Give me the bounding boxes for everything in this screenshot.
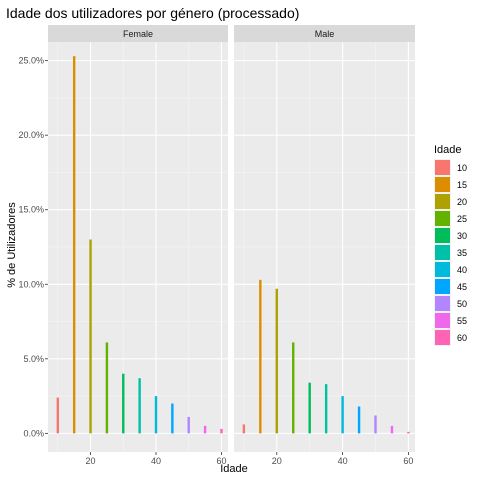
legend-item-40: 40 xyxy=(434,261,467,278)
bar-male-35 xyxy=(324,384,328,434)
y-axis-title: % de Utilizadores xyxy=(6,202,18,288)
chart-title: Idade dos utilizadores por género (proce… xyxy=(6,5,299,21)
legend-label: 30 xyxy=(457,231,467,241)
legend-label: 20 xyxy=(457,197,467,207)
legend-label: 55 xyxy=(457,316,467,326)
facet-strip xyxy=(48,25,228,42)
legend-label: 45 xyxy=(457,282,467,292)
y-axis: 0.0% 5.0% 10.0% 15.0% 20.0% 25.0% xyxy=(18,56,48,438)
bar-female-55 xyxy=(203,425,207,434)
x-tick-label: 20 xyxy=(86,456,96,466)
bar-female-35 xyxy=(138,378,141,434)
legend-item-60: 60 xyxy=(434,329,467,346)
bar-female-15 xyxy=(72,56,76,434)
bar-female-20 xyxy=(89,239,92,434)
x-tick-label: 40 xyxy=(338,456,348,466)
legend-item-20: 20 xyxy=(434,193,467,210)
facet-panel-female: Female 20 40 60 xyxy=(48,25,228,466)
legend-label: 10 xyxy=(457,163,467,173)
bar-male-40 xyxy=(341,396,344,434)
y-tick-label: 15.0% xyxy=(18,205,44,215)
legend-label: 35 xyxy=(457,248,467,258)
x-tick-label: 40 xyxy=(151,456,161,466)
legend-swatch xyxy=(435,211,450,226)
legend-item-10: 10 xyxy=(434,159,467,176)
y-tick-label: 5.0% xyxy=(23,354,44,364)
facet-strip-label: Female xyxy=(123,29,153,39)
legend-label: 50 xyxy=(457,299,467,309)
facet-panel-male: Male 20 40 60 xyxy=(234,25,415,466)
y-tick-label: 25.0% xyxy=(18,56,44,66)
bar-male-15 xyxy=(259,279,262,434)
x-tick-label: 20 xyxy=(272,456,282,466)
legend-label: 40 xyxy=(457,265,467,275)
legend-swatch xyxy=(435,313,450,328)
legend-item-45: 45 xyxy=(434,278,467,295)
y-tick-label: 10.0% xyxy=(18,279,44,289)
bar-male-45 xyxy=(357,406,361,434)
legend-swatch xyxy=(435,296,450,311)
legend-item-55: 55 xyxy=(434,312,467,329)
legend-swatch xyxy=(435,245,450,260)
legend-swatch xyxy=(435,228,450,243)
bar-female-40 xyxy=(154,396,158,434)
bar-female-30 xyxy=(122,373,125,434)
bar-female-60 xyxy=(220,428,223,434)
legend-label: 15 xyxy=(457,180,467,190)
bar-female-45 xyxy=(171,403,174,434)
bar-male-10 xyxy=(242,424,246,434)
legend-swatch xyxy=(435,262,450,277)
legend-label: 60 xyxy=(457,333,467,343)
bar-male-50 xyxy=(374,415,377,434)
legend-item-25: 25 xyxy=(434,210,467,227)
facet-panels: Female 20 40 60 Male 20 40 60 xyxy=(48,25,415,466)
bar-female-10 xyxy=(56,397,60,434)
bar-male-20 xyxy=(275,288,278,434)
legend-swatch xyxy=(435,194,450,209)
facet-strip xyxy=(234,25,415,42)
bar-male-55 xyxy=(390,425,394,434)
legend-item-30: 30 xyxy=(434,227,467,244)
bar-male-30 xyxy=(308,382,311,434)
x-tick-label: 60 xyxy=(216,456,226,466)
legend: Idade 10 15 20 25 30 35 40 45 50 55 60 xyxy=(434,144,467,346)
legend-label: 25 xyxy=(457,214,467,224)
bar-male-60 xyxy=(407,431,410,434)
legend-item-50: 50 xyxy=(434,295,467,312)
y-tick-label: 0.0% xyxy=(23,428,44,438)
legend-item-15: 15 xyxy=(434,176,467,193)
legend-item-35: 35 xyxy=(434,244,467,261)
y-tick-label: 20.0% xyxy=(18,130,44,140)
legend-swatch xyxy=(435,160,450,175)
legend-swatch xyxy=(435,177,450,192)
bar-male-25 xyxy=(292,342,295,434)
bar-female-50 xyxy=(187,416,190,434)
bar-female-25 xyxy=(105,342,109,434)
facet-strip-label: Male xyxy=(315,29,335,39)
x-tick-label: 60 xyxy=(403,456,413,466)
legend-swatch xyxy=(435,330,450,345)
legend-title: Idade xyxy=(434,144,462,156)
x-axis-title: Idade xyxy=(220,463,248,475)
legend-swatch xyxy=(435,279,450,294)
